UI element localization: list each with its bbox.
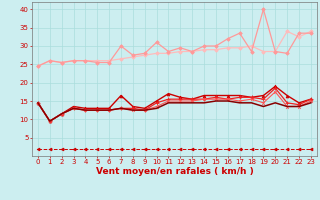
X-axis label: Vent moyen/en rafales ( km/h ): Vent moyen/en rafales ( km/h ) [96,167,253,176]
